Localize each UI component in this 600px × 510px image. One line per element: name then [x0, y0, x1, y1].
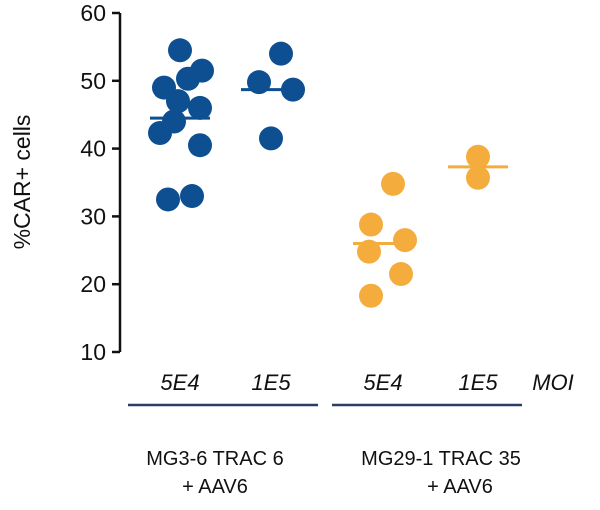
- data-point-g0-1E5-0: [269, 41, 293, 66]
- data-marks: [148, 38, 508, 308]
- data-point-g0-5E4-10: [180, 184, 204, 209]
- data-point-g0-1E5-3: [259, 126, 283, 151]
- data-point-g1-5E4-5: [359, 283, 383, 308]
- data-point-g0-5E4-7: [148, 121, 172, 146]
- data-point-g1-5E4-4: [389, 262, 413, 287]
- moi-label: MOI: [532, 370, 574, 395]
- data-point-g1-5E4-3: [357, 239, 381, 264]
- data-point-g1-1E5-1: [466, 165, 490, 190]
- data-point-g1-1E5-0: [466, 144, 490, 169]
- group-label-mg29-line1: MG29-1 TRAC 35: [361, 448, 521, 470]
- data-point-g0-5E4-0: [168, 38, 192, 63]
- data-point-g1-5E4-1: [359, 212, 383, 237]
- y-ticks: 10 20 30 40 50 60: [80, 0, 120, 365]
- category-label-mg3-1e5: 1E5: [251, 370, 291, 395]
- data-point-g0-5E4-5: [188, 95, 212, 120]
- y-tick-label-60: 60: [80, 0, 106, 26]
- data-point-g1-5E4-0: [381, 171, 405, 196]
- y-tick-label-50: 50: [80, 68, 106, 94]
- y-tick-label-30: 30: [80, 203, 106, 229]
- category-label-mg3-5e4: 5E4: [160, 370, 199, 395]
- data-point-g0-5E4-4: [166, 89, 190, 114]
- data-point-g0-1E5-2: [281, 77, 305, 102]
- data-point-g0-1E5-1: [247, 70, 271, 95]
- data-point-g0-5E4-3: [190, 58, 214, 83]
- y-tick-label-40: 40: [80, 136, 106, 162]
- data-point-g1-5E4-2: [393, 228, 417, 253]
- y-tick-label-20: 20: [80, 271, 106, 297]
- data-point-g0-5E4-8: [188, 133, 212, 158]
- group-label-mg29-line2: + AAV6: [427, 476, 493, 498]
- category-label-mg29-5e4: 5E4: [363, 370, 402, 395]
- y-tick-label-10: 10: [80, 339, 106, 365]
- group-label-mg3-line1: MG3-6 TRAC 6: [146, 448, 283, 470]
- category-label-mg29-1e5: 1E5: [458, 370, 498, 395]
- y-axis-title: %CAR+ cells: [9, 115, 35, 250]
- data-point-g0-5E4-9: [156, 187, 180, 212]
- group-label-mg3-line2: + AAV6: [182, 476, 248, 498]
